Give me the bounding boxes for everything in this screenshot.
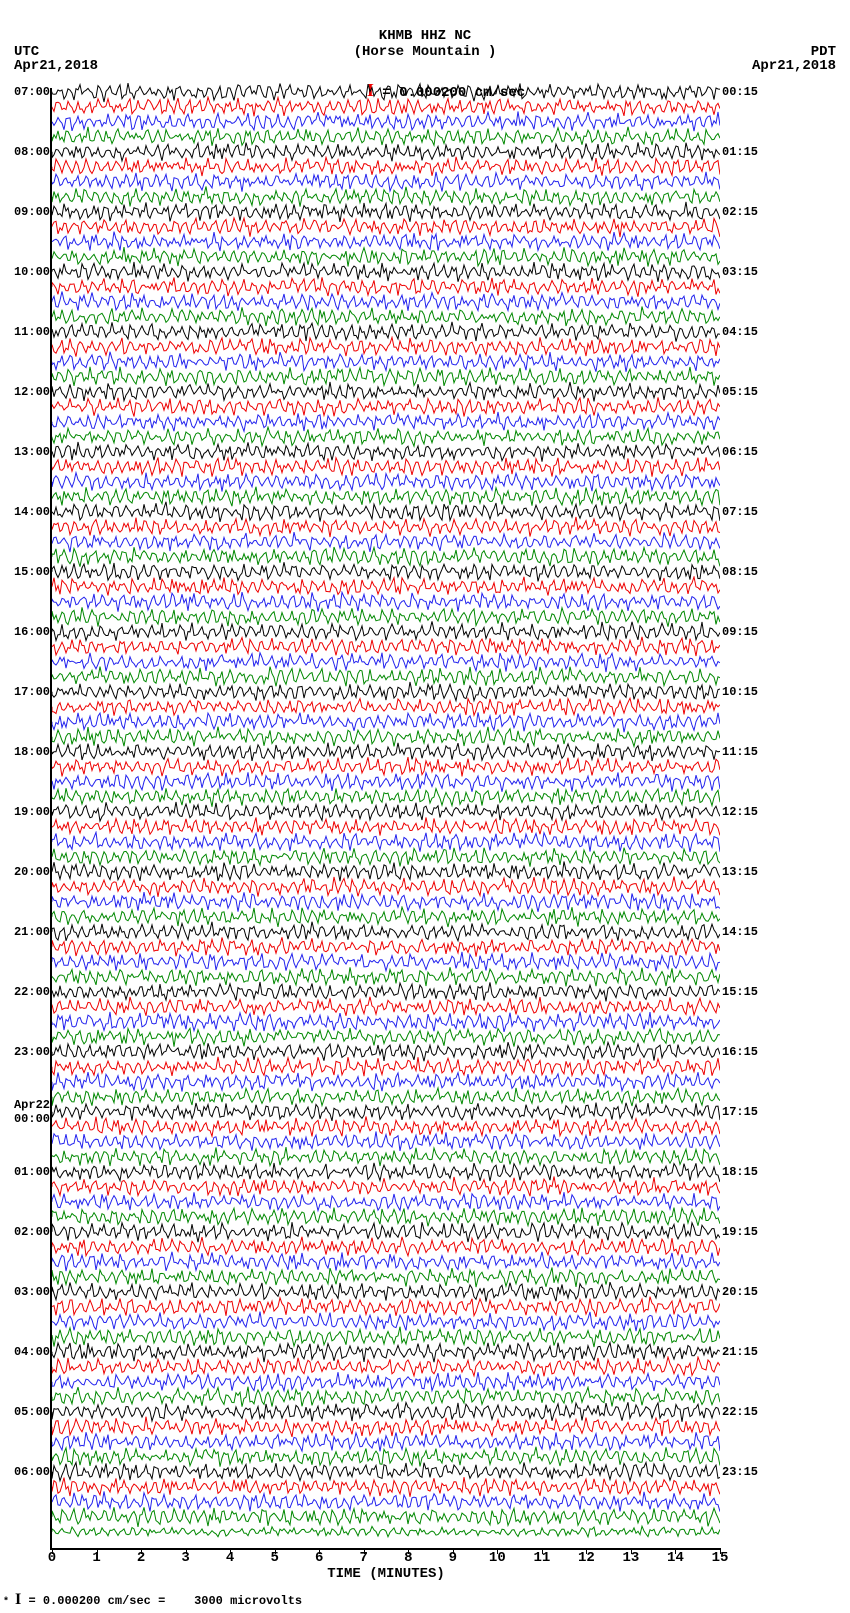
pdt-time-label: 07:15 [722, 505, 758, 519]
x-tick-label: 5 [270, 1550, 278, 1566]
pdt-time-label: 17:15 [722, 1105, 758, 1119]
utc-time-label: 12:00 [14, 385, 50, 399]
pdt-time-label: 20:15 [722, 1285, 758, 1299]
pdt-time-label: 23:15 [722, 1465, 758, 1479]
x-tick-label: 7 [360, 1550, 368, 1566]
x-tick-label: 1 [92, 1550, 100, 1566]
seismograph-image: KHMB HHZ NC (Horse Mountain ) I = 0.0002… [0, 0, 850, 1613]
x-tick-label: 0 [48, 1550, 56, 1566]
pdt-time-label: 04:15 [722, 325, 758, 339]
pdt-time-label: 08:15 [722, 565, 758, 579]
utc-time-label: 05:00 [14, 1405, 50, 1419]
utc-time-label: 22:00 [14, 985, 50, 999]
pdt-time-label: 11:15 [722, 745, 758, 759]
utc-time-label: 16:00 [14, 625, 50, 639]
utc-time-label: 21:00 [14, 925, 50, 939]
x-tick-label: 13 [623, 1550, 640, 1566]
utc-time-label: 13:00 [14, 445, 50, 459]
utc-time-label: Apr22 00:00 [14, 1098, 50, 1126]
pdt-time-label: 05:15 [722, 385, 758, 399]
x-tick-label: 9 [449, 1550, 457, 1566]
utc-time-label: 03:00 [14, 1285, 50, 1299]
utc-time-label: 18:00 [14, 745, 50, 759]
utc-time-label: 06:00 [14, 1465, 50, 1479]
x-axis-title: TIME (MINUTES) [327, 1566, 445, 1582]
x-tick-label: 14 [667, 1550, 684, 1566]
x-tick-label: 4 [226, 1550, 234, 1566]
utc-time-label: 20:00 [14, 865, 50, 879]
pdt-time-label: 14:15 [722, 925, 758, 939]
pdt-time-label: 18:15 [722, 1165, 758, 1179]
pdt-time-label: 12:15 [722, 805, 758, 819]
utc-time-label: 10:00 [14, 265, 50, 279]
pdt-time-label: 10:15 [722, 685, 758, 699]
pdt-time-label: 19:15 [722, 1225, 758, 1239]
pdt-time-label: 00:15 [722, 85, 758, 99]
pdt-time-label: 22:15 [722, 1405, 758, 1419]
utc-time-label: 15:00 [14, 565, 50, 579]
pdt-time-label: 09:15 [722, 625, 758, 639]
pdt-time-label: 21:15 [722, 1345, 758, 1359]
x-tick-label: 6 [315, 1550, 323, 1566]
x-tick-label: 15 [712, 1550, 729, 1566]
utc-time-label: 11:00 [14, 325, 50, 339]
utc-time-label: 08:00 [14, 145, 50, 159]
x-tick-label: 12 [578, 1550, 595, 1566]
x-tick-label: 3 [181, 1550, 189, 1566]
pdt-time-label: 01:15 [722, 145, 758, 159]
pdt-time-label: 15:15 [722, 985, 758, 999]
utc-time-label: 01:00 [14, 1165, 50, 1179]
utc-time-label: 17:00 [14, 685, 50, 699]
left-date: Apr21,2018 [14, 58, 98, 74]
x-tick-label: 11 [533, 1550, 550, 1566]
seismogram-plot: TIME (MINUTES) 07:0000:1508:0001:1509:00… [50, 88, 720, 1550]
utc-time-label: 14:00 [14, 505, 50, 519]
pdt-time-label: 16:15 [722, 1045, 758, 1059]
utc-time-label: 02:00 [14, 1225, 50, 1239]
x-tick-label: 2 [137, 1550, 145, 1566]
pdt-time-label: 03:15 [722, 265, 758, 279]
pdt-time-label: 02:15 [722, 205, 758, 219]
utc-time-label: 19:00 [14, 805, 50, 819]
x-tick-label: 8 [404, 1550, 412, 1566]
right-date: Apr21,2018 [752, 58, 836, 74]
utc-time-label: 04:00 [14, 1345, 50, 1359]
utc-time-label: 09:00 [14, 205, 50, 219]
station-title: KHMB HHZ NC [379, 28, 471, 44]
utc-time-label: 23:00 [14, 1045, 50, 1059]
seismic-trace [52, 1521, 720, 1543]
x-tick-label: 10 [489, 1550, 506, 1566]
utc-time-label: 07:00 [14, 85, 50, 99]
footer-scale: * I = 0.000200 cm/sec = 3000 microvolts [3, 1591, 302, 1609]
pdt-time-label: 06:15 [722, 445, 758, 459]
pdt-time-label: 13:15 [722, 865, 758, 879]
station-subtitle: (Horse Mountain ) [354, 44, 497, 60]
